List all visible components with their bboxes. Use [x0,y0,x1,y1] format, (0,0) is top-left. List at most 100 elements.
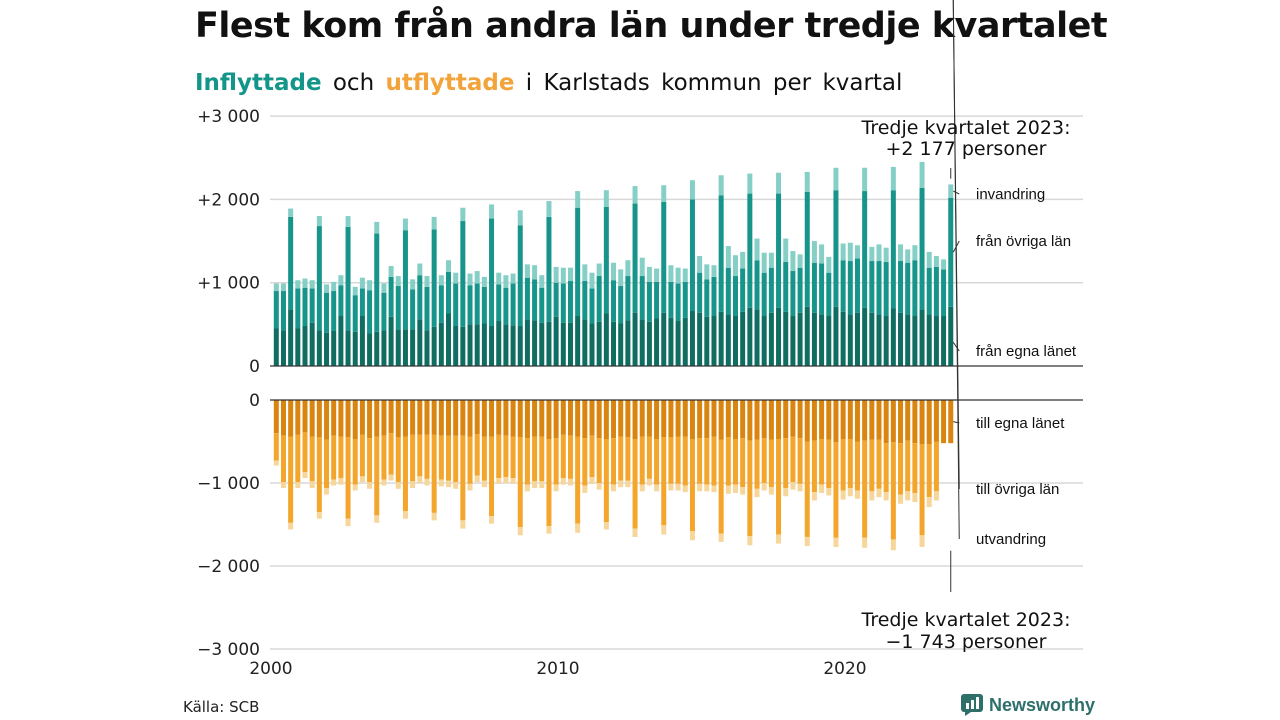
bar-out-1 [905,440,911,492]
bar-in-0 [309,322,315,366]
bar-in-0 [431,326,437,366]
subtitle-outflow-label: utflyttade [385,70,515,96]
bar-out-2 [704,484,710,492]
bar-in-2 [926,251,932,268]
bar-out-0 [618,400,624,437]
bar-out-0 [912,400,918,444]
bar-out-2 [302,472,308,479]
bar-out-0 [302,400,308,433]
bar-out-1 [381,435,387,480]
bar-out-0 [417,400,423,435]
bar-in-1 [395,286,401,330]
bar-out-0 [876,400,882,440]
bar-in-1 [517,225,523,327]
series-label-leader [952,0,960,540]
chart-title: Flest kom från andra län under tredje kv… [195,6,1108,46]
bar-out-1 [689,439,695,532]
bar-out-0 [941,400,947,444]
bar-out-2 [388,474,394,481]
bar-in-2 [446,260,451,272]
bar-in-1 [309,288,315,323]
bar-out-1 [331,435,337,480]
bar-out-2 [811,492,817,501]
bar-out-1 [611,438,617,485]
bar-out-0 [367,400,373,439]
bar-in-0 [424,330,430,366]
bar-in-1 [532,279,538,321]
bar-in-0 [532,320,538,366]
bar-out-0 [668,400,674,438]
bar-in-1 [733,276,738,317]
bar-out-1 [503,435,509,478]
annotation-inflow-line2: +2 177 personer [886,138,1047,160]
bar-in-0 [761,316,767,366]
bar-in-2 [718,175,724,196]
bar-out-2 [596,483,602,490]
bar-out-1 [510,436,516,479]
bar-out-1 [883,443,889,493]
bar-in-0 [453,326,459,366]
bar-in-2 [611,262,617,281]
bar-out-2 [503,477,509,483]
bar-out-2 [611,484,617,492]
bar-in-1 [740,268,746,312]
bar-out-0 [704,400,710,439]
bar-in-1 [280,291,286,331]
bar-out-2 [431,512,437,521]
bar-out-0 [438,400,444,436]
bar-in-2 [761,252,767,273]
bar-in-2 [424,276,430,287]
bar-out-1 [546,439,552,527]
bar-out-0 [460,400,466,436]
bar-in-1 [675,283,681,322]
bar-out-1 [797,438,803,484]
series-label-leader [952,342,960,352]
bar-out-0 [761,400,767,439]
bar-out-2 [517,526,523,536]
bar-in-2 [941,259,947,270]
bar-out-2 [460,520,466,529]
bar-out-1 [776,439,782,535]
bar-in-1 [553,282,559,317]
bar-in-2 [431,216,437,230]
bar-out-0 [862,400,868,441]
bar-in-0 [941,316,947,366]
bar-in-0 [625,320,631,366]
bar-in-0 [603,313,609,366]
bar-out-1 [474,434,480,476]
bar-out-0 [575,400,581,437]
bar-out-0 [654,400,660,440]
bar-in-2 [524,264,530,278]
bar-in-0 [797,312,803,366]
bar-in-2 [783,238,789,262]
bar-out-0 [790,400,796,437]
bar-in-2 [826,256,832,273]
bar-out-0 [783,400,789,439]
bar-in-2 [646,266,652,282]
bar-in-0 [733,316,738,366]
bar-in-1 [453,283,459,327]
bar-out-2 [338,478,344,485]
bar-in-2 [711,265,717,277]
bar-in-1 [776,193,782,308]
annotation-outflow-line1: Tredje kvartalet 2023: [861,609,1071,631]
bar-in-2 [517,210,523,226]
bar-out-1 [467,436,473,484]
bar-in-1 [611,280,617,322]
bar-in-1 [854,258,860,313]
bar-in-1 [345,226,351,331]
bar-in-2 [510,273,516,284]
bar-out-2 [761,483,767,491]
series-label: till övriga län [976,481,1059,498]
bar-out-2 [654,484,660,492]
gridlines [270,115,1083,650]
bar-in-0 [302,326,308,366]
bar-in-1 [338,285,344,317]
bar-in-2 [417,263,423,276]
bar-out-0 [539,400,545,437]
bar-in-1 [374,233,380,332]
bar-in-0 [510,325,516,366]
bar-in-1 [618,286,624,324]
bar-out-0 [819,400,825,440]
bar-out-0 [905,400,911,441]
